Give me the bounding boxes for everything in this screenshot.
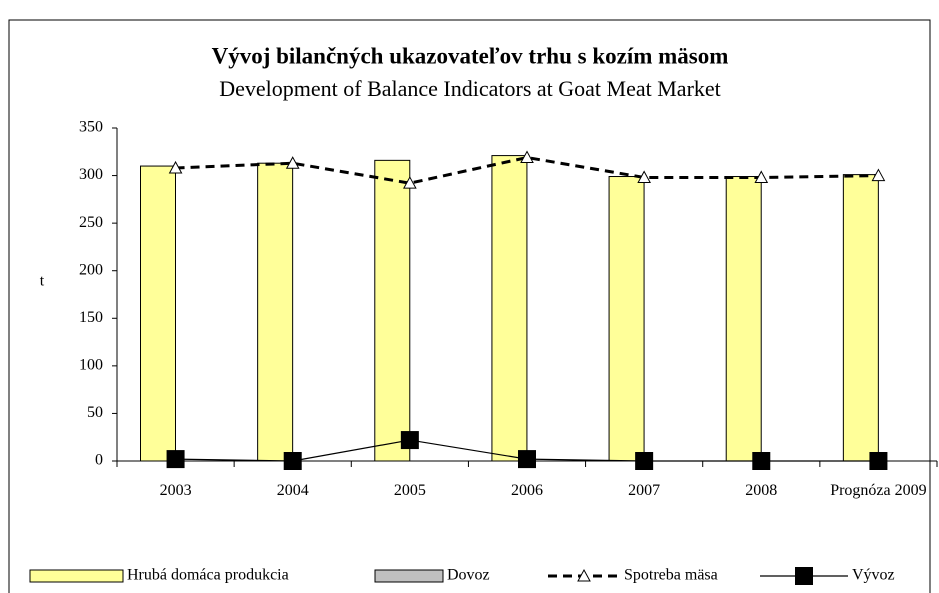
legend-label: Vývoz: [852, 567, 895, 584]
frame: [8, 19, 931, 593]
chart-subtitle: Development of Balance Indicators at Goa…: [219, 76, 721, 101]
legend-marker: [795, 567, 813, 585]
x-tick-label: 2008: [745, 482, 778, 499]
x-tick-label: 2005: [393, 482, 426, 499]
y-axis-label: t: [40, 273, 45, 290]
marker: [518, 450, 536, 469]
marker: [754, 170, 769, 183]
legend-swatch: [374, 569, 444, 583]
marker: [869, 452, 888, 470]
marker: [400, 431, 419, 450]
bar: [842, 174, 879, 462]
bar: [608, 176, 645, 462]
y-tick-label: 50: [87, 404, 103, 421]
marker: [637, 170, 651, 183]
marker: [752, 452, 771, 470]
marker: [635, 452, 654, 470]
legend-label: Spotreba mäsa: [624, 567, 718, 584]
marker: [285, 156, 300, 169]
chart-title: Vývoj bilančných ukazovateľov trhu s koz…: [212, 43, 729, 68]
bar: [257, 162, 294, 462]
marker: [871, 168, 886, 182]
legend-marker: [577, 568, 591, 582]
y-tick-label: 150: [79, 309, 103, 326]
x-tick-label: 2007: [628, 482, 661, 499]
marker: [283, 452, 302, 470]
y-tick-label: 0: [95, 452, 103, 469]
marker: [168, 160, 183, 174]
legend-swatch: [29, 569, 124, 583]
bar: [140, 165, 176, 462]
y-tick-label: 200: [79, 261, 103, 278]
y-tick-label: 100: [79, 357, 103, 374]
legend-label: Dovoz: [447, 567, 490, 584]
marker: [166, 450, 185, 469]
y-tick-label: 300: [79, 166, 103, 183]
y-tick-label: 250: [79, 214, 103, 231]
marker: [520, 150, 534, 163]
marker: [403, 176, 417, 189]
x-tick-label: 2006: [511, 482, 543, 499]
bar: [491, 155, 528, 462]
y-tick-label: 350: [79, 119, 103, 136]
bar: [725, 176, 762, 462]
bar: [374, 159, 411, 462]
x-tick-label: Prognóza 2009: [830, 482, 927, 499]
x-tick-label: 2004: [276, 482, 309, 499]
x-tick-label: 2003: [159, 482, 192, 499]
legend-label: Hrubá domáca produkcia: [127, 567, 289, 584]
